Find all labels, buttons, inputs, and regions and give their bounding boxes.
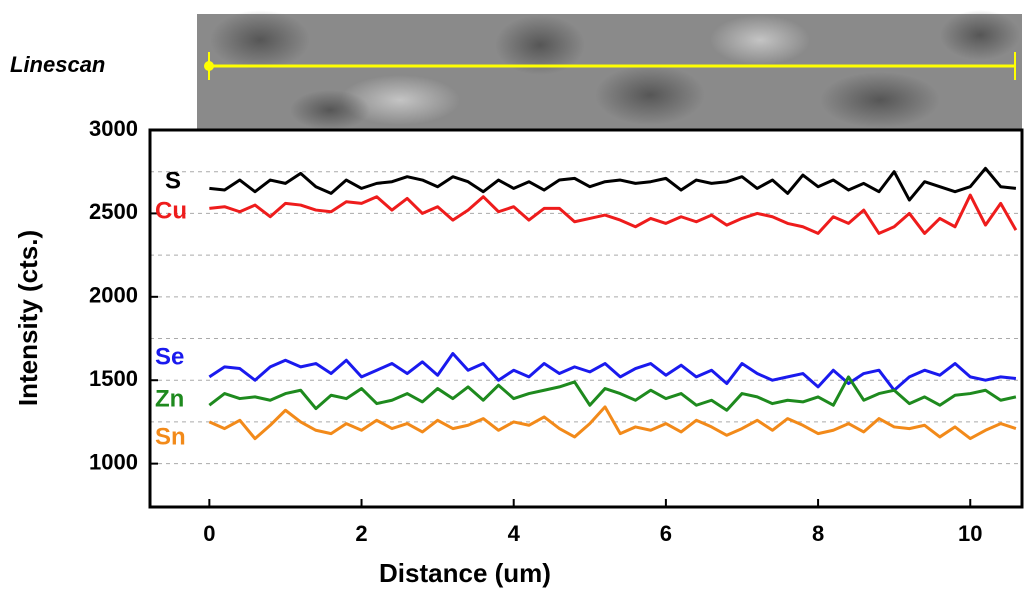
series-line	[208, 375, 1017, 412]
series-label: S	[165, 167, 181, 194]
x-tick-label: 10	[958, 521, 982, 546]
plot-frame	[148, 128, 1024, 509]
series-line	[208, 405, 1017, 441]
series-label: Cu	[155, 197, 187, 224]
linescan-label: Linescan	[10, 52, 105, 77]
y-tick-label: 1000	[89, 449, 138, 474]
series-label: Se	[155, 343, 184, 370]
series-label: Zn	[155, 385, 184, 412]
series-label: Sn	[155, 423, 186, 450]
x-tick-label: 6	[660, 521, 672, 546]
y-axis-title: Intensity (cts.)	[13, 230, 43, 406]
x-tick-label: 8	[812, 521, 824, 546]
x-tick-label: 2	[355, 521, 367, 546]
y-tick-label: 3000	[89, 116, 138, 141]
x-tick-label: 4	[508, 521, 521, 546]
x-tick-label: 0	[203, 521, 215, 546]
series-line	[209, 193, 1018, 235]
series-line	[208, 352, 1017, 392]
y-tick-label: 2000	[89, 283, 138, 308]
y-tick-label: 1500	[89, 366, 138, 391]
micrograph	[197, 10, 1022, 130]
series-line	[209, 166, 1017, 202]
y-tick-label: 2500	[89, 199, 138, 224]
x-axis-title: Distance (um)	[379, 558, 551, 588]
